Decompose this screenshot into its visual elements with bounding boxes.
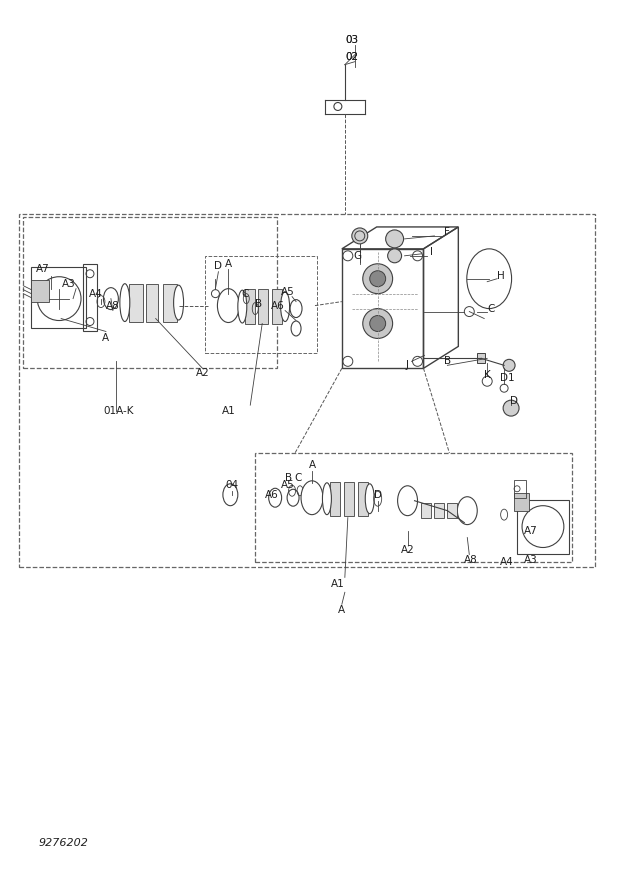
Circle shape (370, 315, 386, 332)
Bar (31, 267, 86, 328)
Text: A6: A6 (272, 300, 285, 311)
Text: G: G (354, 251, 362, 261)
Ellipse shape (301, 481, 323, 515)
Bar (24, 217, 277, 368)
Bar (477, 354, 485, 363)
Text: B: B (255, 299, 262, 308)
Circle shape (503, 400, 519, 416)
Ellipse shape (290, 299, 302, 318)
Bar (448, 503, 458, 518)
Text: 9276202: 9276202 (38, 838, 88, 849)
Circle shape (363, 308, 392, 339)
Bar (146, 284, 157, 321)
Text: A3: A3 (524, 555, 538, 566)
Text: H: H (497, 271, 505, 281)
Text: A5: A5 (281, 480, 295, 490)
Bar (514, 480, 526, 498)
Text: A: A (339, 605, 345, 615)
Text: D1: D1 (500, 374, 515, 383)
Bar (330, 482, 340, 516)
Ellipse shape (397, 485, 417, 516)
Ellipse shape (268, 488, 281, 507)
Circle shape (370, 271, 386, 286)
Ellipse shape (174, 285, 184, 320)
Bar (358, 482, 368, 516)
Text: A5: A5 (281, 286, 295, 297)
Text: D: D (510, 396, 518, 406)
Bar (19, 214, 595, 567)
Text: A1: A1 (221, 406, 235, 416)
Text: B: B (285, 473, 291, 483)
Bar (259, 289, 268, 324)
Ellipse shape (467, 249, 512, 308)
Ellipse shape (365, 484, 374, 513)
Text: A2: A2 (195, 368, 210, 378)
Bar (205, 256, 317, 354)
Text: A6: A6 (265, 490, 279, 499)
Text: A3: A3 (62, 278, 76, 289)
Ellipse shape (281, 292, 290, 321)
Text: B: B (444, 356, 451, 367)
Text: K: K (484, 370, 490, 381)
Text: A7: A7 (37, 264, 50, 274)
Text: A8: A8 (464, 555, 478, 566)
Bar (435, 503, 445, 518)
Bar (272, 289, 282, 324)
Bar (129, 284, 143, 321)
Ellipse shape (120, 284, 130, 321)
Circle shape (352, 228, 368, 244)
Text: 01A-K: 01A-K (104, 406, 134, 416)
Text: J: J (406, 361, 409, 370)
Text: 03: 03 (345, 35, 358, 45)
Bar (162, 284, 177, 321)
Circle shape (503, 360, 515, 371)
Bar (342, 249, 423, 368)
Text: A4: A4 (89, 289, 103, 299)
Text: A: A (308, 460, 316, 470)
Circle shape (388, 249, 402, 263)
Text: A: A (102, 333, 110, 343)
Text: D: D (374, 490, 382, 499)
Circle shape (386, 230, 404, 248)
Bar (255, 453, 572, 562)
Text: A4: A4 (500, 558, 514, 567)
Text: F: F (445, 227, 450, 237)
Ellipse shape (287, 489, 299, 506)
Text: 02: 02 (345, 52, 358, 62)
Text: A1: A1 (331, 580, 345, 589)
Text: C: C (487, 304, 495, 313)
Text: A: A (225, 258, 232, 269)
Text: C: C (294, 473, 302, 483)
Text: A2: A2 (401, 546, 414, 555)
Text: I: I (430, 247, 433, 257)
Ellipse shape (291, 321, 301, 336)
Ellipse shape (238, 290, 247, 323)
Bar (422, 503, 432, 518)
Text: C: C (242, 289, 249, 299)
Text: 04: 04 (226, 480, 239, 490)
Ellipse shape (218, 289, 239, 322)
Text: A8: A8 (106, 300, 120, 311)
Bar (344, 482, 354, 516)
Text: A7: A7 (524, 526, 538, 535)
Bar (31, 279, 49, 301)
Ellipse shape (322, 483, 332, 515)
Bar (517, 499, 569, 554)
Bar (246, 289, 255, 324)
Text: 02: 02 (345, 52, 358, 62)
Ellipse shape (458, 497, 477, 525)
Text: 03: 03 (345, 35, 358, 45)
Bar (514, 492, 529, 511)
Circle shape (363, 264, 392, 293)
Ellipse shape (223, 484, 238, 505)
Bar (83, 264, 97, 332)
Text: D: D (215, 261, 223, 271)
